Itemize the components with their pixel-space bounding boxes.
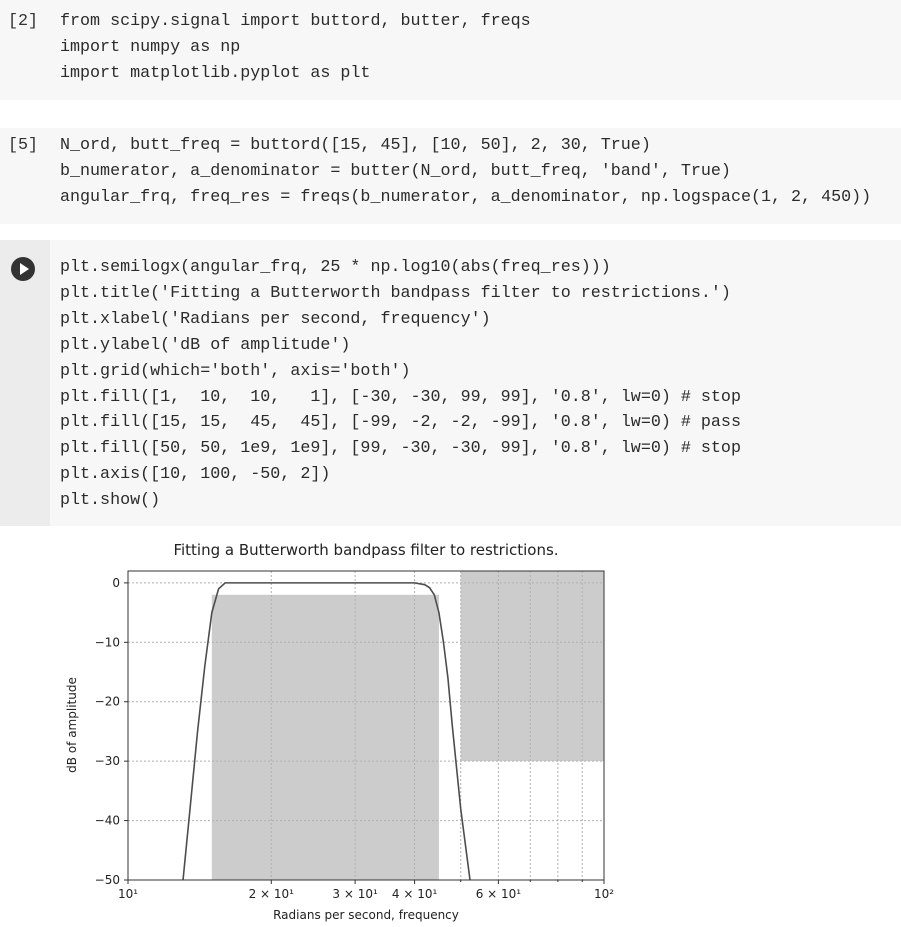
code-line: plt.grid(which='both', axis='both') bbox=[60, 361, 411, 381]
line-series bbox=[182, 582, 471, 880]
y-tick-label: −30 bbox=[95, 754, 120, 768]
cell-prompt: [2] bbox=[8, 12, 39, 31]
code-line: plt.fill([50, 50, 1e9, 1e9], [99, -30, -… bbox=[60, 439, 741, 459]
run-button[interactable] bbox=[11, 257, 35, 281]
code-line: plt.ylabel('dB of amplitude') bbox=[60, 335, 351, 355]
code-line: plt.semilogx(angular_frq, 25 * np.log10(… bbox=[60, 258, 611, 277]
code-line: from scipy.signal import buttord, butter… bbox=[60, 12, 531, 31]
code-line: plt.fill([15, 15, 45, 45], [-99, -2, -2,… bbox=[60, 413, 741, 433]
x-tick-label: 2 × 10¹ bbox=[249, 887, 295, 901]
code-line: N_ord, butt_freq = buttord([15, 45], [10… bbox=[60, 136, 651, 155]
code-line: plt.title('Fitting a Butterworth bandpas… bbox=[60, 283, 731, 303]
x-tick-label: 6 × 10¹ bbox=[476, 887, 522, 901]
fill-region bbox=[460, 571, 604, 762]
code-line: angular_frq, freq_res = freqs(b_numerato… bbox=[60, 187, 872, 207]
y-tick-label: −20 bbox=[95, 695, 120, 709]
code-line: import numpy as np bbox=[60, 37, 241, 57]
code-cell: plt.semilogx(angular_frq, 25 * np.log10(… bbox=[0, 240, 901, 526]
code-line: plt.fill([1, 10, 10, 1], [-30, -30, 99, … bbox=[60, 387, 741, 407]
y-tick-label: −50 bbox=[95, 873, 120, 887]
code-line: plt.show() bbox=[60, 491, 161, 511]
code-line: import matplotlib.pyplot as plt bbox=[60, 63, 371, 83]
code-cell: [5] N_ord, butt_freq = buttord([15, 45], … bbox=[0, 128, 901, 224]
cell-prompt: [5] bbox=[8, 136, 39, 155]
x-tick-label: 3 × 10¹ bbox=[332, 887, 378, 901]
chart-title: Fitting a Butterworth bandpass filter to… bbox=[173, 541, 558, 559]
code-line: b_numerator, a_denominator = butter(N_or… bbox=[60, 161, 731, 181]
y-tick-label: 0 bbox=[112, 576, 120, 590]
y-tick-label: −40 bbox=[95, 814, 120, 828]
code-line: plt.xlabel('Radians per second, frequenc… bbox=[60, 309, 491, 329]
x-axis-label: Radians per second, frequency bbox=[273, 908, 459, 922]
code-cell: [2] from scipy.signal import buttord, but… bbox=[0, 0, 901, 100]
x-tick-label: 10¹ bbox=[118, 887, 138, 901]
x-tick-label: 10² bbox=[594, 887, 614, 901]
x-tick-label: 4 × 10¹ bbox=[392, 887, 438, 901]
y-tick-label: −10 bbox=[95, 635, 120, 649]
code-line: plt.axis([10, 100, -50, 2]) bbox=[60, 465, 331, 485]
plot-frame bbox=[127, 570, 605, 881]
y-axis-label: dB of amplitude bbox=[65, 677, 79, 773]
